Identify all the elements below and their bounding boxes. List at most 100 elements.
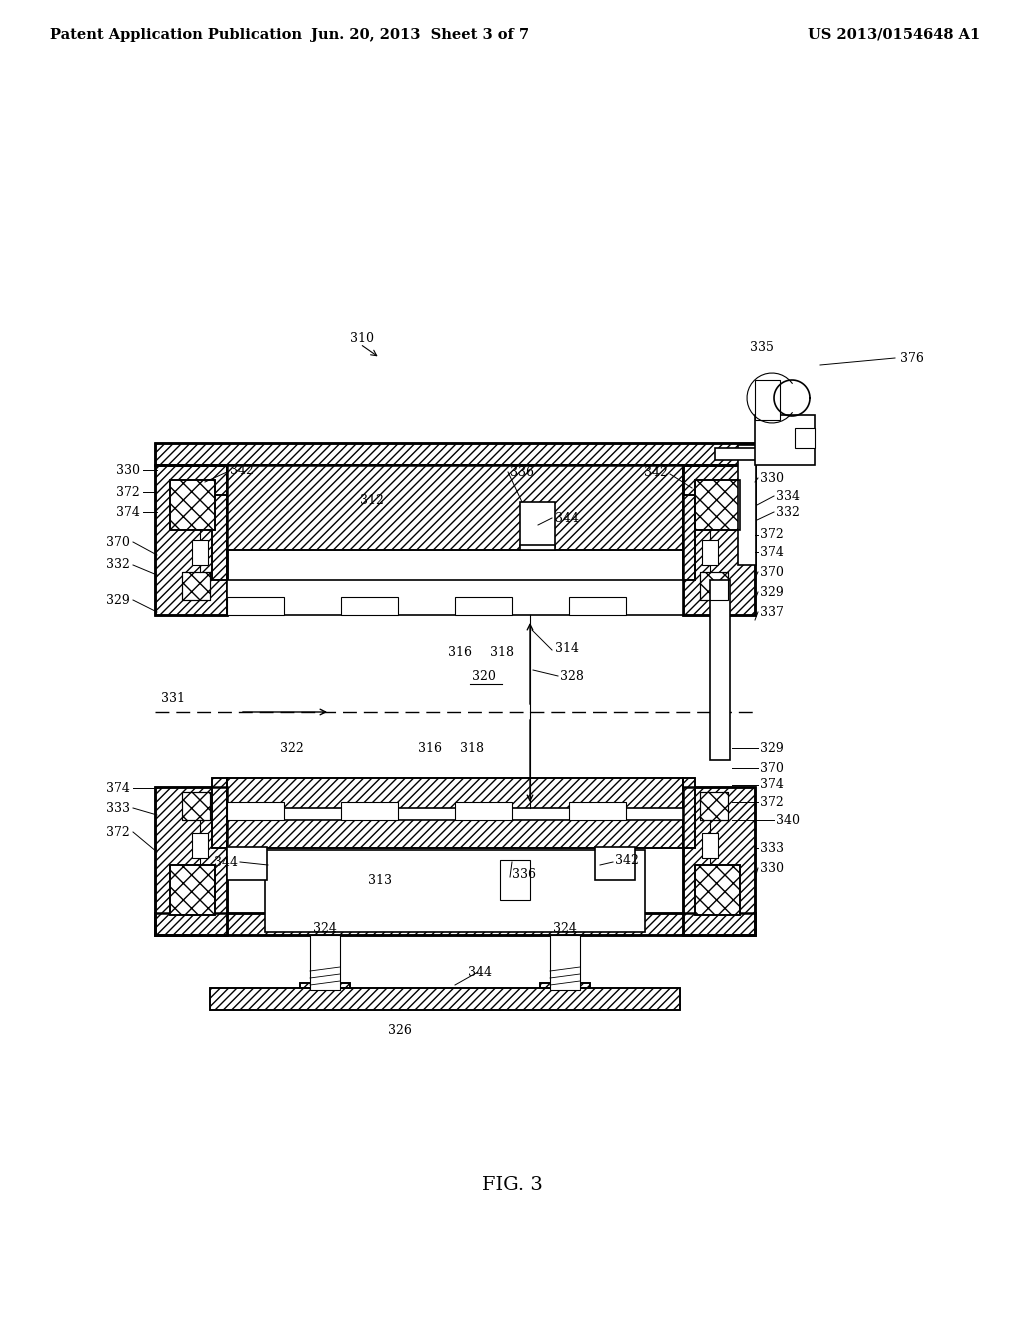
Bar [700,792,728,820]
Bar [569,597,626,615]
Bar [520,545,555,550]
Bar [683,465,755,615]
Bar [455,597,512,615]
Bar [182,792,210,820]
Text: 344: 344 [555,511,579,524]
Bar [227,465,683,550]
Text: 333: 333 [760,842,784,854]
Text: 329: 329 [760,742,783,755]
Bar [702,833,718,858]
Text: 326: 326 [388,1023,412,1036]
Bar [170,480,215,531]
Text: Patent Application Publication: Patent Application Publication [50,28,302,42]
Text: 324: 324 [553,921,577,935]
Text: 333: 333 [106,801,130,814]
Bar [738,445,756,565]
Bar [155,465,227,615]
Bar [155,913,755,935]
Bar [227,777,683,847]
Text: 370: 370 [760,565,784,578]
Bar [155,787,227,935]
Bar [341,597,398,615]
Bar [210,987,680,1010]
Bar [540,983,590,987]
Bar [683,465,755,615]
Text: 329: 329 [106,594,130,606]
Text: 313: 313 [368,874,392,887]
Bar [155,444,755,465]
Text: 342: 342 [644,466,668,479]
Bar [182,792,210,820]
Bar [155,913,755,935]
Text: 314: 314 [555,642,579,655]
Text: 372: 372 [106,825,130,838]
Bar [227,847,267,880]
Bar [193,540,208,565]
Bar [700,572,728,601]
Bar [182,572,210,601]
Bar [212,777,227,847]
Text: 336: 336 [510,466,534,479]
Text: 320: 320 [472,669,496,682]
Bar [210,987,680,1010]
Bar [155,444,755,465]
Bar [227,777,683,847]
Text: 372: 372 [117,486,140,499]
Bar [212,495,227,579]
Text: 334: 334 [776,490,800,503]
Bar [500,861,530,900]
Text: 329: 329 [760,586,783,598]
Text: 376: 376 [900,351,924,364]
Bar [683,495,695,579]
Bar [540,983,590,987]
Text: 316: 316 [418,742,442,755]
Text: 374: 374 [106,781,130,795]
Bar [227,597,284,615]
Bar [170,865,215,915]
Text: 344: 344 [468,965,492,978]
Bar [715,447,795,459]
Text: 370: 370 [106,536,130,549]
Bar [520,502,555,546]
Text: 322: 322 [280,742,304,755]
Text: Jun. 20, 2013  Sheet 3 of 7: Jun. 20, 2013 Sheet 3 of 7 [311,28,529,42]
Text: 374: 374 [116,506,140,519]
Bar [702,540,718,565]
Bar [170,865,215,915]
Text: 344: 344 [214,855,238,869]
Text: 336: 336 [512,869,536,882]
Bar [695,865,740,915]
Text: 312: 312 [360,494,384,507]
Text: 330: 330 [760,471,784,484]
Bar [193,833,208,858]
Bar [683,777,695,847]
Text: 318: 318 [460,742,484,755]
Bar [212,495,227,579]
Bar [455,803,512,820]
Bar [550,935,580,990]
Text: 370: 370 [760,762,784,775]
Text: 342: 342 [230,463,254,477]
Text: 372: 372 [760,796,783,808]
Text: 372: 372 [760,528,783,541]
Bar [300,983,350,987]
Bar [212,777,227,847]
Bar [755,380,780,420]
Text: 342: 342 [615,854,639,866]
Text: 374: 374 [760,545,784,558]
Bar [700,792,728,820]
Bar [683,787,755,935]
Text: 331: 331 [161,692,185,705]
Text: 330: 330 [760,862,784,875]
Text: 310: 310 [350,331,374,345]
Text: 330: 330 [116,463,140,477]
Bar [569,803,626,820]
Bar [695,865,740,915]
Bar [182,572,210,601]
Bar [310,935,340,990]
Text: 324: 324 [313,921,337,935]
Text: 318: 318 [490,645,514,659]
Bar [683,777,695,847]
Bar [683,495,695,579]
Bar [227,803,284,820]
